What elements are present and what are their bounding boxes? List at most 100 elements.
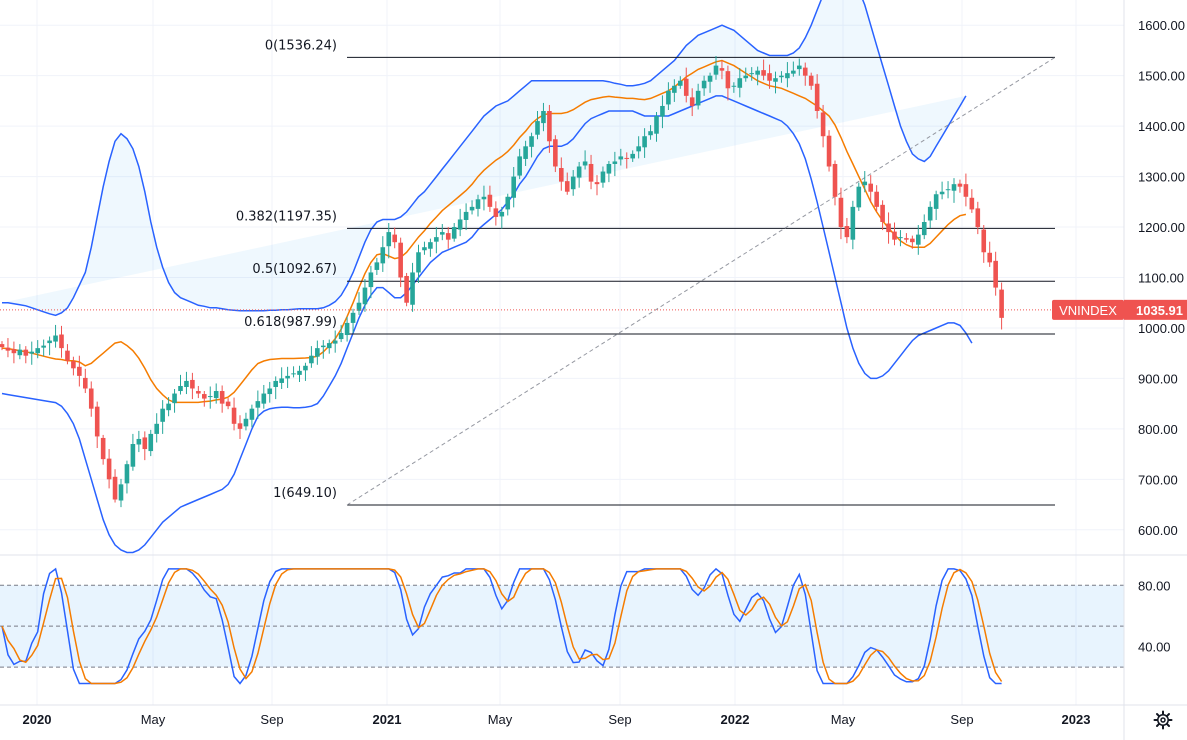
candle-body: [701, 80, 707, 89]
symbol-tag-label: VNINDEX: [1059, 303, 1117, 318]
candle-body: [826, 135, 832, 167]
candle-body: [969, 197, 975, 210]
candle-body: [398, 242, 403, 278]
candle-body: [362, 287, 368, 305]
candle-body: [71, 361, 76, 369]
candle-body: [606, 163, 612, 174]
candle-body: [523, 146, 528, 159]
candle-body: [196, 391, 201, 394]
candle-body: [838, 197, 844, 228]
fibonacci-retracement[interactable]: 0(1536.24) 0.382(1197.35) 0.5(1092.67) 0.61…: [236, 38, 1055, 506]
candle-body: [35, 348, 40, 354]
candle-body: [505, 196, 511, 210]
last-price-tag: VNINDEX 1035.91: [1052, 299, 1187, 320]
time-axis-label: 2023: [1062, 712, 1091, 727]
candle-body: [422, 247, 427, 251]
candle-body: [921, 222, 927, 236]
candle-body: [142, 437, 148, 450]
candle-body: [886, 223, 891, 233]
candle-body: [832, 163, 838, 197]
candle-body: [291, 373, 296, 375]
candle-body: [856, 186, 862, 208]
candle-body: [749, 73, 754, 75]
candle-body: [344, 322, 350, 336]
bollinger-bands: [1, 0, 973, 554]
candle-body: [493, 208, 499, 217]
price-axis-tick-label: 800.00: [1138, 422, 1178, 437]
price-axis-tick-label: 1600.00: [1138, 18, 1185, 33]
candle-body: [499, 211, 505, 217]
candle-body: [737, 78, 743, 88]
candle-body: [802, 67, 808, 76]
settings-gear-icon[interactable]: [1150, 707, 1176, 733]
candle-body: [303, 365, 308, 371]
candle-body: [184, 380, 189, 387]
candle-body: [225, 401, 231, 407]
candle-body: [755, 70, 760, 75]
fib-level-label: 0.618(987.99): [244, 315, 337, 330]
candle-body: [463, 211, 469, 220]
fib-level-label: 1(649.10): [273, 486, 337, 501]
candle-body: [94, 406, 100, 437]
candle-body: [65, 350, 70, 361]
candle-body: [666, 90, 671, 105]
candle-body: [29, 351, 35, 354]
candle-body: [332, 340, 338, 344]
candle-body: [213, 391, 219, 399]
candle-body: [999, 289, 1004, 318]
candle-body: [779, 75, 784, 78]
candle-body: [11, 349, 17, 354]
candle-body: [654, 116, 659, 134]
candle-body: [267, 388, 273, 395]
candle-body: [243, 418, 249, 427]
candle-body: [148, 433, 154, 452]
candle-body: [767, 73, 772, 81]
candle-body: [273, 380, 278, 387]
candle-body: [178, 385, 183, 392]
candle-body: [451, 227, 457, 239]
candle-body: [880, 204, 885, 222]
candle-body: [927, 206, 933, 221]
bollinger-lower-line: [1, 95, 973, 554]
candle-body: [529, 136, 534, 147]
candle-body: [261, 393, 267, 404]
candle-body: [285, 375, 290, 379]
candle-body: [17, 349, 23, 356]
candle-body: [618, 156, 624, 160]
candle-body: [487, 194, 493, 207]
time-axis-label: May: [141, 712, 166, 727]
bollinger-fill: [2, 0, 966, 316]
candle-body: [112, 476, 118, 500]
price-axis-tick-label: 1300.00: [1138, 170, 1185, 185]
candle-body: [297, 370, 302, 375]
candle-body: [981, 229, 987, 253]
price-axis-tick-label: 1200.00: [1138, 220, 1185, 235]
price-axis-tick-label: 900.00: [1138, 371, 1178, 386]
price-axis-tick-label: 700.00: [1138, 472, 1178, 487]
candle-body: [785, 73, 790, 79]
candle-body: [731, 85, 737, 87]
candle-body: [844, 226, 850, 238]
candle-body: [469, 206, 475, 211]
candle-body: [576, 166, 582, 178]
fib-level-label: 0.5(1092.67): [252, 262, 337, 277]
time-axis-label: 2020: [23, 712, 52, 727]
candle-body: [481, 196, 487, 200]
candle-body: [559, 168, 564, 182]
candle-body: [630, 153, 635, 159]
candle-body: [368, 272, 374, 288]
candle-body: [511, 176, 516, 198]
candle-body: [416, 252, 421, 273]
candle-body: [136, 438, 142, 445]
candle-body: [987, 252, 992, 263]
candle-body: [118, 484, 124, 501]
stochastic-d-line: [1, 568, 1003, 685]
price-axis-tick-label: 600.00: [1138, 523, 1178, 538]
time-axis-label: 2021: [373, 712, 402, 727]
candle-body: [957, 183, 963, 187]
stochastic-oscillator: [0, 567, 1124, 685]
candle-body: [255, 401, 261, 408]
candle-body: [773, 78, 778, 82]
candle-body: [249, 408, 255, 420]
